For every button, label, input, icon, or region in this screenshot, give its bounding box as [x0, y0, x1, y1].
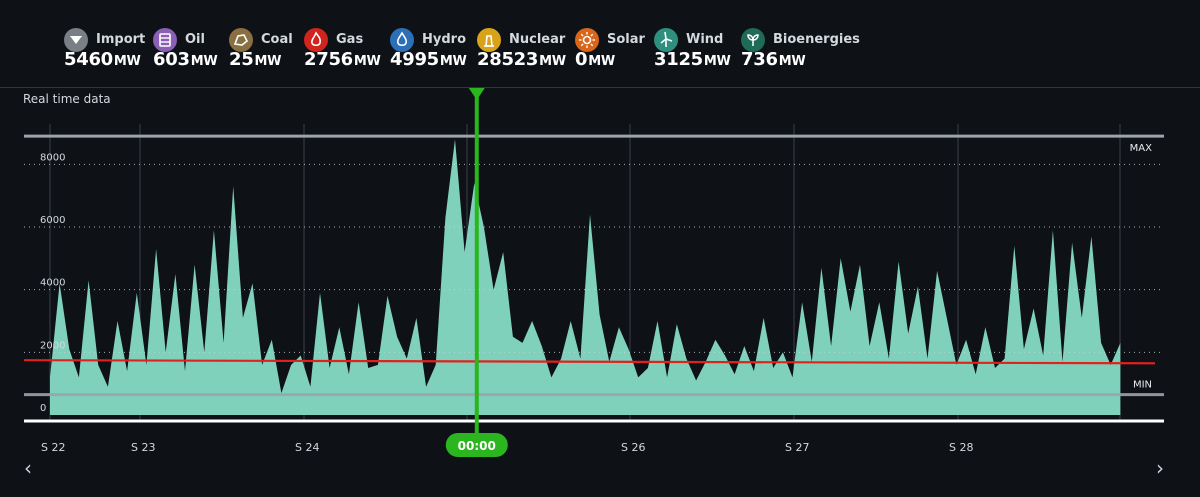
- legend-value-unit: MW: [254, 54, 282, 69]
- y-tick-label: 4000: [40, 278, 65, 289]
- legend-label: Coal: [261, 32, 293, 47]
- time-cursor-pill[interactable]: [445, 433, 508, 457]
- legend-label: Oil: [185, 32, 205, 47]
- legend-value-number: 25: [229, 49, 254, 70]
- legend-value-unit: MW: [778, 54, 806, 69]
- production-area: [50, 139, 1121, 416]
- hydro-drop-icon: [390, 28, 414, 52]
- time-cursor-label: 00:00: [458, 439, 496, 453]
- week-label: S 22: [41, 441, 65, 454]
- legend-value: 5460MW: [64, 49, 141, 70]
- y-tick-label: 2000: [40, 340, 65, 351]
- y-tick-label: 8000: [40, 152, 65, 163]
- max-label: MAX: [1130, 143, 1152, 154]
- nuclear-plant-icon: [477, 28, 501, 52]
- import-arrow-icon: [64, 28, 88, 52]
- week-label: S 28: [949, 441, 973, 454]
- legend-value: 736MW: [741, 49, 806, 70]
- legend-value-unit: MW: [113, 54, 141, 69]
- red-reference-line: [23, 359, 1156, 365]
- legend-value: 25MW: [229, 49, 281, 70]
- week-label: S 24: [295, 441, 319, 454]
- legend-value: 2756MW: [304, 49, 381, 70]
- min-label: MIN: [1133, 380, 1152, 391]
- legend-label: Hydro: [422, 32, 467, 47]
- week-label: S 26: [621, 441, 645, 454]
- legend-label: Import: [96, 32, 146, 47]
- legend-label: Solar: [607, 32, 645, 47]
- legend-value-number: 603: [153, 49, 190, 70]
- production-legend: Import 5460MW Oil 603MW Coal 25MW Gas 2756MW Hyd…: [0, 28, 1200, 72]
- oil-barrel-icon: [153, 28, 177, 52]
- legend-value-number: 5460: [64, 49, 113, 70]
- legend-value: 0MW: [575, 49, 615, 70]
- legend-value-unit: MW: [190, 54, 218, 69]
- legend-value: 28523MW: [477, 49, 566, 70]
- legend-value: 603MW: [153, 49, 218, 70]
- legend-value-number: 0: [575, 49, 588, 70]
- section-title: Real time data: [23, 92, 111, 106]
- coal-icon: [229, 28, 253, 52]
- legend-value-number: 2756: [304, 49, 353, 70]
- y-tick-label: 0: [40, 403, 46, 414]
- next-week-arrow-icon[interactable]: ›: [1156, 456, 1164, 480]
- legend-label: Bioenergies: [773, 32, 860, 47]
- legend-value-unit: MW: [353, 54, 381, 69]
- y-tick-label: 6000: [40, 215, 65, 226]
- solar-sun-icon: [575, 28, 599, 52]
- header-divider: [0, 87, 1200, 88]
- legend-value: 4995MW: [390, 49, 467, 70]
- wind-turbine-icon: [654, 28, 678, 52]
- legend-value-unit: MW: [588, 54, 615, 69]
- legend-label: Wind: [686, 32, 724, 47]
- legend-value: 3125MW: [654, 49, 731, 70]
- gas-flame-icon: [304, 28, 328, 52]
- legend-value-unit: MW: [703, 54, 731, 69]
- bioenergies-leaf-icon: [741, 28, 765, 52]
- legend-label: Nuclear: [509, 32, 566, 47]
- previous-week-arrow-icon[interactable]: ‹: [24, 456, 32, 480]
- legend-label: Gas: [336, 32, 364, 47]
- week-label: S 27: [785, 441, 809, 454]
- legend-value-number: 736: [741, 49, 778, 70]
- legend-value-unit: MW: [539, 54, 566, 69]
- legend-value-number: 3125: [654, 49, 703, 70]
- week-label: S 23: [131, 441, 155, 454]
- time-cursor-handle-icon[interactable]: [468, 88, 485, 100]
- legend-value-unit: MW: [439, 54, 467, 69]
- legend-value-number: 4995: [390, 49, 439, 70]
- legend-value-number: 28523: [477, 49, 539, 70]
